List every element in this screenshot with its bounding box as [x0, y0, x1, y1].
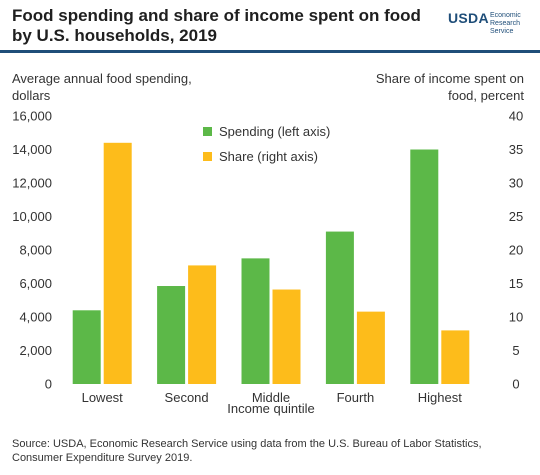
legend-label: Spending (left axis) — [219, 124, 330, 139]
spending-bar — [241, 258, 270, 384]
spending-bar — [410, 149, 439, 384]
left-tick-label: 0 — [45, 377, 52, 392]
chart-title: Food spending and share of income spent … — [12, 6, 421, 45]
left-tick-label: 8,000 — [19, 243, 52, 258]
right-tick-label: 35 — [509, 142, 523, 157]
share-bar — [441, 330, 470, 384]
source-note: Source: USDA, Economic Research Service … — [12, 438, 482, 464]
usda-ers-logo: USDA Economic Research Service — [448, 10, 530, 44]
logo-text: USDA — [448, 10, 489, 26]
right-axis-title: Share of income spent on food, percent — [375, 71, 524, 103]
category-label: Highest — [418, 390, 462, 405]
x-axis-title: Income quintile — [227, 401, 314, 416]
legend-swatch — [203, 152, 212, 161]
right-tick-label: 15 — [509, 276, 523, 291]
left-tick-label: 4,000 — [19, 310, 52, 325]
right-tick-label: 5 — [512, 343, 519, 358]
share-bar — [356, 311, 385, 384]
legend-label: Share (right axis) — [219, 149, 318, 164]
left-tick-label: 12,000 — [12, 176, 52, 191]
share-bar — [272, 289, 301, 384]
category-label: Second — [165, 390, 209, 405]
left-tick-label: 2,000 — [19, 343, 52, 358]
left-tick-label: 6,000 — [19, 276, 52, 291]
right-tick-label: 0 — [512, 377, 519, 392]
category-label: Lowest — [82, 390, 124, 405]
share-bar — [103, 142, 132, 384]
right-tick-label: 10 — [509, 310, 523, 325]
spending-bar — [72, 310, 101, 384]
right-tick-label: 25 — [509, 209, 523, 224]
left-axis-title: Average annual food spending, dollars — [12, 71, 192, 103]
left-tick-label: 10,000 — [12, 209, 52, 224]
logo-org-text: Economic Research Service — [490, 12, 521, 35]
right-tick-label: 40 — [509, 109, 523, 124]
category-label: Fourth — [337, 390, 375, 405]
right-tick-label: 30 — [509, 176, 523, 191]
spending-bar — [325, 231, 354, 384]
title-divider — [0, 50, 540, 53]
legend-swatch — [203, 127, 212, 136]
share-bar — [188, 265, 217, 384]
category-label: Middle — [252, 390, 290, 405]
spending-bar — [157, 286, 186, 384]
right-tick-label: 20 — [509, 243, 523, 258]
left-tick-label: 14,000 — [12, 142, 52, 157]
left-tick-label: 16,000 — [12, 109, 52, 124]
bar-chart: 0 2,000 4,000 6,000 8,000 10,000 12,000 14,000 1… — [12, 109, 523, 417]
